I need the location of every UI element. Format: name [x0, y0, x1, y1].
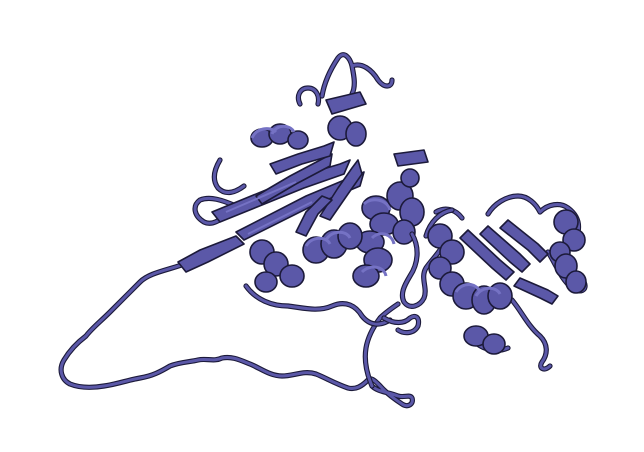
helix-top-crest	[325, 91, 367, 147]
helix-right-bottom	[463, 325, 506, 355]
helix-right-left	[427, 223, 465, 297]
beta-strand-right-3	[499, 219, 549, 263]
right-domain	[423, 193, 588, 372]
right-domain-beta-sheet	[459, 219, 559, 305]
helix-right-mid	[554, 253, 587, 294]
main-domain-beta-sheet	[211, 141, 365, 241]
beta-strand-right-2	[479, 225, 531, 273]
helix-center-column	[352, 195, 399, 288]
beta-strand-entry	[177, 235, 245, 273]
helix-right-upper	[549, 209, 586, 263]
right-domain-helices	[427, 209, 587, 355]
helix-center-right	[386, 181, 425, 245]
beta-strand-5	[319, 159, 363, 221]
main-domain-loops	[192, 52, 395, 327]
helix-right-lower	[452, 282, 513, 315]
helix-middle	[302, 222, 363, 264]
beta-strand-4	[269, 141, 335, 175]
helix-top-left	[250, 123, 309, 150]
beta-strand-right-4	[513, 277, 559, 305]
helix-lower-left	[249, 239, 305, 293]
beta-strand-6	[295, 195, 333, 237]
helix-upper-right	[393, 149, 429, 188]
beta-strand-right-1	[459, 229, 515, 281]
disordered-coil-tail	[58, 259, 415, 409]
main-domain-helices	[249, 91, 429, 293]
